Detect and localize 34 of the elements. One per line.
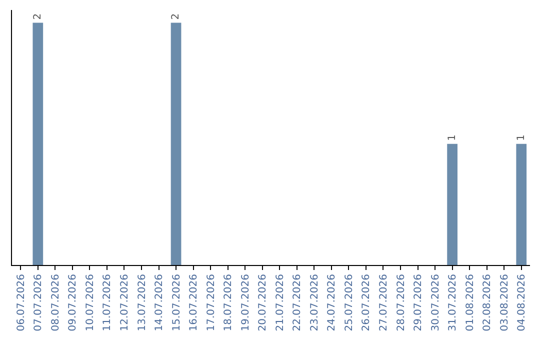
x-tick-label: 30.07.2026	[430, 274, 442, 332]
data-label: 1	[516, 134, 527, 141]
x-tick-label: 21.07.2026	[274, 274, 286, 332]
data-label: 2	[170, 13, 182, 20]
x-tick-label: 22.07.2026	[292, 274, 304, 332]
x-tick-label: 09.07.2026	[68, 274, 79, 332]
x-tick-label: 12.07.2026	[119, 274, 130, 332]
x-tick-label: 06.07.2026	[16, 274, 27, 332]
x-tick-label: 08.07.2026	[50, 274, 62, 332]
x-tick-label: 03.08.2026	[499, 274, 510, 332]
x-tick-label: 19.07.2026	[240, 274, 252, 332]
x-tick-label: 16.07.2026	[188, 274, 200, 332]
x-tick-label: 07.07.2026	[33, 274, 44, 332]
x-tick-label: 01.08.2026	[464, 274, 476, 332]
x-tick-label: 17.07.2026	[206, 274, 217, 332]
data-label: 2	[32, 13, 44, 20]
x-tick-label: 14.07.2026	[154, 274, 166, 332]
data-label: 1	[446, 134, 458, 141]
x-tick-label: 29.07.2026	[413, 274, 424, 332]
x-tick-label: 04.08.2026	[516, 274, 528, 332]
x-tick-label: 11.07.2026	[102, 274, 114, 332]
x-tick-label: 27.07.2026	[378, 274, 390, 332]
x-tick-label: 18.07.2026	[223, 274, 234, 332]
x-tick-label: 10.07.2026	[84, 274, 96, 332]
x-tick-label: 26.07.2026	[361, 274, 372, 332]
x-tick-label: 23.07.2026	[309, 274, 320, 332]
x-tick-label: 02.08.2026	[482, 274, 494, 332]
x-tick-label: 20.07.2026	[258, 274, 269, 332]
x-tick-label: 28.07.2026	[396, 274, 407, 332]
x-tick-label: 13.07.2026	[136, 274, 148, 332]
x-tick-label: 31.07.2026	[448, 274, 459, 332]
x-tick-label: 24.07.2026	[326, 274, 338, 332]
x-tick-label: 25.07.2026	[344, 274, 355, 332]
x-tick-label: 15.07.2026	[171, 274, 182, 332]
